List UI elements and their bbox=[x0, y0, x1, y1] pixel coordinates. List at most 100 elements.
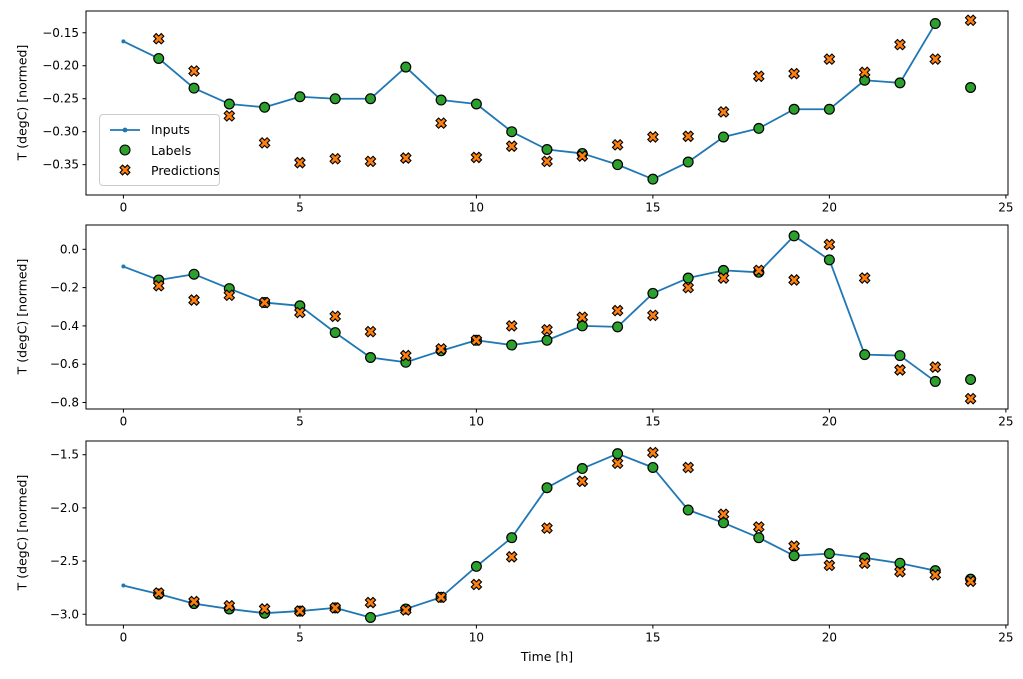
subplot-middle-axes: 0 5 10 15 20 25 0.0 −0.2 −0.4 −0.6 −0.8 bbox=[50, 224, 1014, 428]
x-tick-label: 0 bbox=[120, 200, 128, 214]
y-tick-label: −1.5 bbox=[50, 448, 79, 462]
labels-marker bbox=[788, 103, 800, 115]
y-tick-label: 0.0 bbox=[60, 242, 79, 256]
predictions-marker bbox=[823, 53, 836, 66]
predictions-marker bbox=[576, 475, 589, 488]
labels-marker bbox=[894, 350, 906, 362]
labels-marker bbox=[929, 18, 941, 30]
predictions-marker bbox=[682, 130, 695, 143]
legend-label-predictions: Predictions bbox=[151, 162, 220, 178]
predictions-marker bbox=[364, 325, 377, 338]
labels-marker bbox=[506, 126, 518, 138]
x-tick-label: 20 bbox=[822, 414, 837, 428]
labels-marker bbox=[506, 339, 518, 351]
labels-marker bbox=[400, 61, 412, 73]
predictions-marker bbox=[152, 587, 165, 599]
predictions-marker bbox=[858, 66, 871, 79]
predictions-marker bbox=[788, 67, 800, 80]
predictions-marker bbox=[823, 238, 836, 251]
labels-marker bbox=[365, 611, 377, 623]
predictions-marker bbox=[541, 323, 553, 336]
predictions-marker bbox=[752, 264, 765, 277]
x-tick-label: 15 bbox=[645, 630, 660, 644]
inputs-point-marker bbox=[121, 583, 126, 588]
x-tick-label: 15 bbox=[645, 200, 660, 214]
predictions-marker bbox=[364, 155, 377, 168]
predictions-marker bbox=[223, 289, 236, 302]
labels-marker bbox=[153, 52, 165, 64]
labels-marker bbox=[788, 230, 800, 242]
labels-marker bbox=[788, 550, 800, 562]
legend-label-labels: Labels bbox=[151, 142, 192, 158]
predictions-marker bbox=[258, 603, 271, 615]
labels-marker bbox=[647, 461, 659, 473]
predictions-marker bbox=[682, 281, 695, 294]
x-tick-label: 10 bbox=[469, 630, 484, 644]
labels-marker bbox=[682, 156, 694, 168]
predictions-marker bbox=[929, 53, 942, 66]
predictions-marker bbox=[611, 304, 624, 317]
labels-marker bbox=[259, 101, 271, 113]
y-axis-label-bottom: T (degC) [normed] bbox=[14, 474, 30, 591]
y-tick-label: −0.8 bbox=[50, 395, 79, 409]
labels-marker bbox=[506, 532, 518, 544]
predictions-marker bbox=[611, 138, 624, 151]
labels-marker bbox=[541, 482, 553, 494]
legend-item-labels: Labels bbox=[108, 143, 211, 158]
labels-marker bbox=[753, 122, 765, 134]
predictions-marker bbox=[223, 599, 236, 612]
predictions-marker bbox=[505, 550, 518, 563]
labels-marker bbox=[859, 349, 871, 361]
y-tick-label: −0.20 bbox=[42, 59, 79, 73]
predictions-marker bbox=[258, 296, 271, 309]
predictions-marker bbox=[894, 38, 906, 51]
labels-marker bbox=[965, 374, 977, 386]
labels-marker bbox=[294, 91, 306, 103]
labels-marker bbox=[470, 560, 482, 572]
y-tick-label: −0.30 bbox=[42, 125, 79, 139]
predictions-marker bbox=[505, 319, 518, 332]
x-tick-label: 20 bbox=[822, 630, 837, 644]
labels-marker bbox=[682, 272, 694, 284]
inputs-line bbox=[123, 23, 937, 181]
legend-item-inputs: Inputs bbox=[108, 122, 211, 137]
predictions-marker bbox=[223, 109, 236, 122]
predictions-marker bbox=[399, 604, 412, 616]
predictions-marker bbox=[894, 364, 906, 376]
x-tick-label: 25 bbox=[998, 200, 1013, 214]
labels-marker bbox=[682, 504, 694, 516]
y-tick-label: −0.2 bbox=[50, 281, 79, 295]
predictions-marker bbox=[188, 595, 200, 608]
predictions-marker bbox=[294, 156, 306, 169]
predictions-marker bbox=[858, 557, 871, 570]
y-axis-label-top: T (degC) [normed] bbox=[14, 44, 30, 161]
y-tick-label: −3.0 bbox=[50, 607, 79, 621]
labels-marker bbox=[894, 557, 906, 569]
predictions-marker bbox=[294, 306, 306, 319]
x-tick-label: 5 bbox=[296, 630, 304, 644]
predictions-marker bbox=[470, 334, 483, 347]
x-tick-label: 5 bbox=[296, 414, 304, 428]
predictions-marker bbox=[541, 155, 553, 168]
labels-marker bbox=[365, 351, 377, 363]
predictions-marker bbox=[964, 575, 977, 588]
labels-marker bbox=[717, 131, 729, 143]
predictions-marker bbox=[576, 311, 589, 324]
subplot-bottom-axes: 0 5 10 15 20 25 −1.5 −2.0 −2.5 −3.0 bbox=[50, 440, 1014, 644]
predictions-marker bbox=[717, 105, 730, 118]
predictions-marker bbox=[435, 117, 448, 130]
labels-marker bbox=[188, 268, 200, 280]
legend: Inputs Labels Predictions bbox=[99, 114, 220, 186]
y-tick-label: −2.5 bbox=[50, 554, 79, 568]
predictions-marker bbox=[188, 65, 200, 77]
labels-marker bbox=[823, 548, 835, 560]
labels-marker bbox=[612, 159, 624, 171]
predictions-marker bbox=[470, 578, 483, 591]
y-axis-label-middle: T (degC) [normed] bbox=[14, 258, 30, 375]
predictions-marker bbox=[329, 152, 342, 165]
labels-marker bbox=[576, 463, 588, 475]
axes-frame bbox=[85, 224, 1009, 410]
x-axis-label: Time [h] bbox=[520, 649, 574, 664]
predictions-marker bbox=[964, 392, 977, 405]
